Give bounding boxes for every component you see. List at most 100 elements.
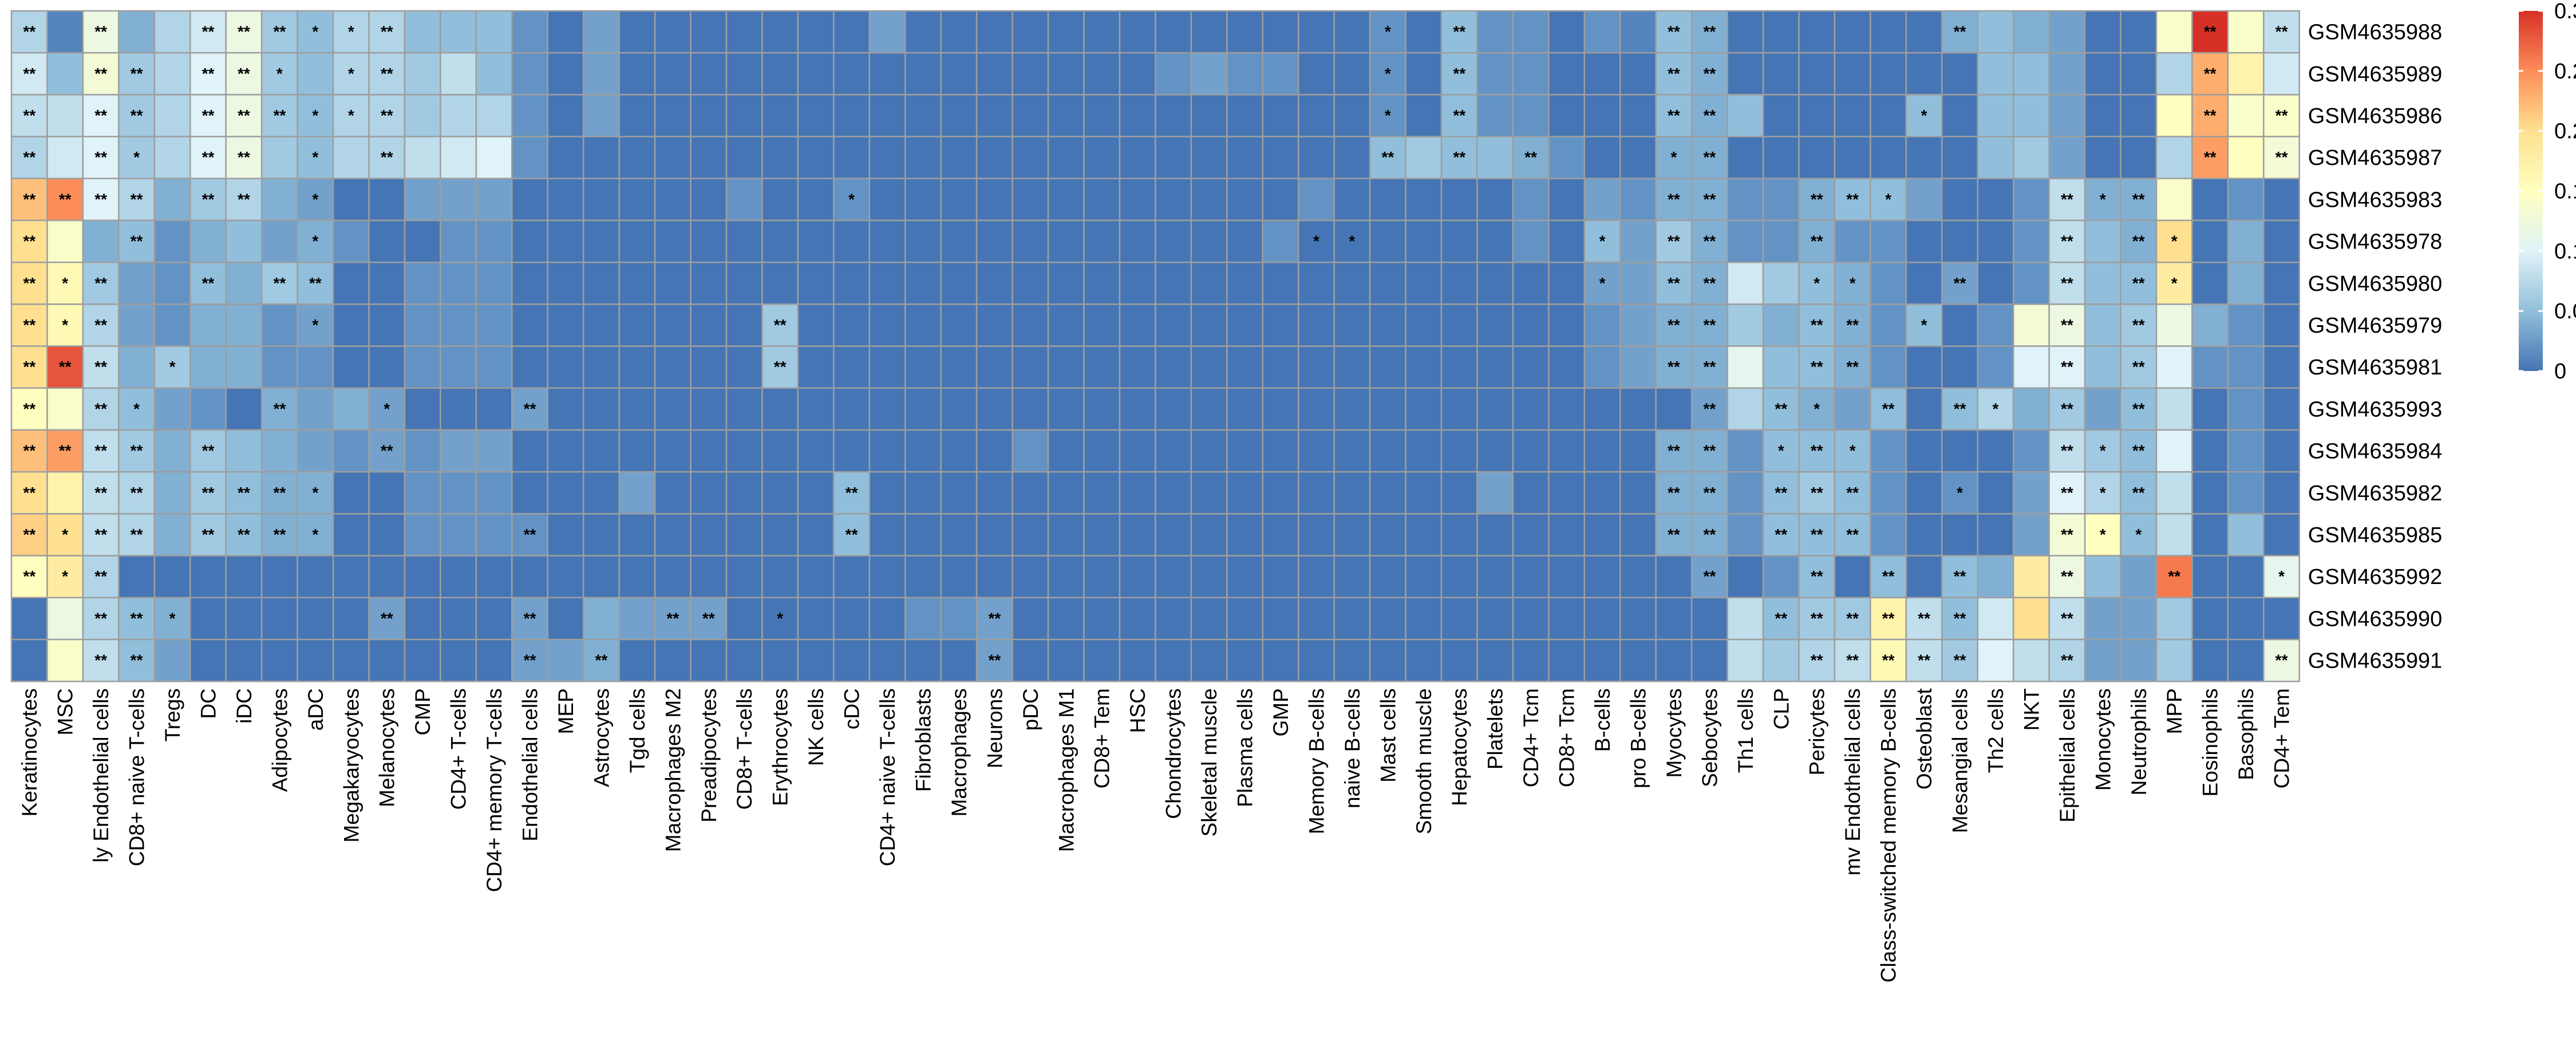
significance-mark: ** xyxy=(94,106,107,124)
significance-mark: ** xyxy=(2061,274,2073,292)
heatmap-cell xyxy=(1119,177,1156,222)
heatmap-cell xyxy=(1977,219,2014,263)
heatmap-cell xyxy=(260,261,298,305)
row-label: GSM4635987 xyxy=(2308,146,2442,170)
heatmap-cell xyxy=(582,638,620,682)
heatmap-cell xyxy=(1870,303,1907,347)
column-label: Monocytes xyxy=(2091,688,2115,791)
heatmap-cell xyxy=(1941,136,1979,180)
heatmap-cell xyxy=(975,136,1013,180)
heatmap-cell xyxy=(10,387,48,431)
heatmap-cell xyxy=(1870,10,1907,54)
heatmap-cell xyxy=(1905,471,1943,515)
column-label: CD8+ Tem xyxy=(1091,688,1114,788)
heatmap-cell xyxy=(404,136,441,180)
heatmap-cell xyxy=(2155,513,2193,556)
heatmap-cell xyxy=(1297,261,1335,305)
significance-mark: * xyxy=(1349,232,1355,250)
heatmap-cell xyxy=(1476,10,1514,54)
heatmap-cell xyxy=(332,303,370,347)
heatmap-cell xyxy=(46,471,84,515)
significance-mark: ** xyxy=(1453,106,1465,124)
heatmap-cell xyxy=(225,638,263,682)
heatmap-cell xyxy=(725,555,763,599)
heatmap-cell xyxy=(582,387,620,431)
significance-mark: ** xyxy=(2132,274,2145,292)
significance-mark: ** xyxy=(131,609,143,627)
heatmap-cell xyxy=(868,219,906,263)
heatmap-cell xyxy=(1190,555,1228,599)
significance-mark: * xyxy=(62,274,68,292)
heatmap-cell xyxy=(1047,471,1085,515)
heatmap-cell xyxy=(1512,387,1550,431)
heatmap-cell xyxy=(1155,136,1192,180)
heatmap-cell xyxy=(118,136,156,180)
significance-mark: ** xyxy=(2204,65,2217,82)
column-label: CD4+ naive T-cells xyxy=(876,688,899,866)
significance-mark: ** xyxy=(1775,400,1787,417)
heatmap-cell xyxy=(1476,638,1514,682)
row-label: GSM4635991 xyxy=(2308,649,2442,673)
heatmap-cell xyxy=(2012,638,2050,682)
heatmap-cell xyxy=(260,555,298,599)
heatmap-cell xyxy=(904,219,942,263)
heatmap-cell xyxy=(582,345,620,389)
heatmap-cell xyxy=(1297,345,1335,389)
heatmap-cell xyxy=(1262,219,1299,263)
heatmap-cell xyxy=(2120,136,2158,180)
heatmap-cell xyxy=(1476,261,1514,305)
heatmap-cell xyxy=(189,10,227,54)
heatmap-cell xyxy=(1548,513,1586,556)
heatmap-cell xyxy=(46,219,84,263)
significance-mark: * xyxy=(1778,442,1784,460)
heatmap-cell xyxy=(153,177,191,222)
column-label: aDC xyxy=(304,688,327,731)
heatmap-cell xyxy=(2263,10,2301,54)
legend-tick-label: 0.25 xyxy=(2554,60,2576,84)
significance-mark: ** xyxy=(666,609,679,627)
heatmap-cell xyxy=(475,10,513,54)
heatmap-cell xyxy=(1083,638,1121,682)
heatmap-cell xyxy=(1155,261,1192,305)
heatmap-cell xyxy=(2120,387,2158,431)
heatmap-cell xyxy=(2155,177,2193,222)
significance-mark: ** xyxy=(988,609,1001,627)
heatmap-cell xyxy=(1476,52,1514,96)
heatmap-cell xyxy=(2227,94,2265,137)
heatmap-cell xyxy=(332,597,370,641)
heatmap-cell xyxy=(582,471,620,515)
heatmap-cell xyxy=(1405,303,1443,347)
heatmap-cell xyxy=(46,136,84,180)
heatmap-cell xyxy=(654,10,692,54)
heatmap-cell xyxy=(404,638,441,682)
heatmap-cell xyxy=(2084,10,2121,54)
row-label: GSM4635982 xyxy=(2308,481,2442,506)
heatmap-cell xyxy=(1405,94,1443,137)
column-label: CMP xyxy=(411,688,434,735)
heatmap-cell xyxy=(1369,387,1406,431)
heatmap-cell xyxy=(2084,597,2121,641)
heatmap-cell xyxy=(1905,136,1943,180)
heatmap-cell xyxy=(1905,429,1943,473)
heatmap-cell xyxy=(1226,52,1264,96)
heatmap-cell xyxy=(1583,136,1621,180)
heatmap-cell xyxy=(1870,638,1907,682)
heatmap-cell xyxy=(833,638,871,682)
column-labels: Keratinocytes MSC ly Endothelial cells CD8+… xyxy=(18,688,2293,982)
heatmap-cell xyxy=(1226,261,1264,305)
column-label: Basophils xyxy=(2234,688,2258,780)
heatmap-cell xyxy=(1440,219,1478,263)
column-label: CD4+ Tcm xyxy=(1519,688,1543,787)
significance-mark: ** xyxy=(774,358,787,376)
heatmap-cell xyxy=(1012,219,1049,263)
heatmap-cell xyxy=(1977,136,2014,180)
heatmap-cell xyxy=(1941,303,1979,347)
significance-mark: ** xyxy=(238,526,250,543)
significance-mark: ** xyxy=(1668,442,1680,460)
heatmap-cell xyxy=(1405,638,1443,682)
significance-mark: ** xyxy=(1668,484,1680,502)
heatmap-cell xyxy=(868,10,906,54)
heatmap-cell xyxy=(260,597,298,641)
heatmap-cell xyxy=(690,177,728,222)
